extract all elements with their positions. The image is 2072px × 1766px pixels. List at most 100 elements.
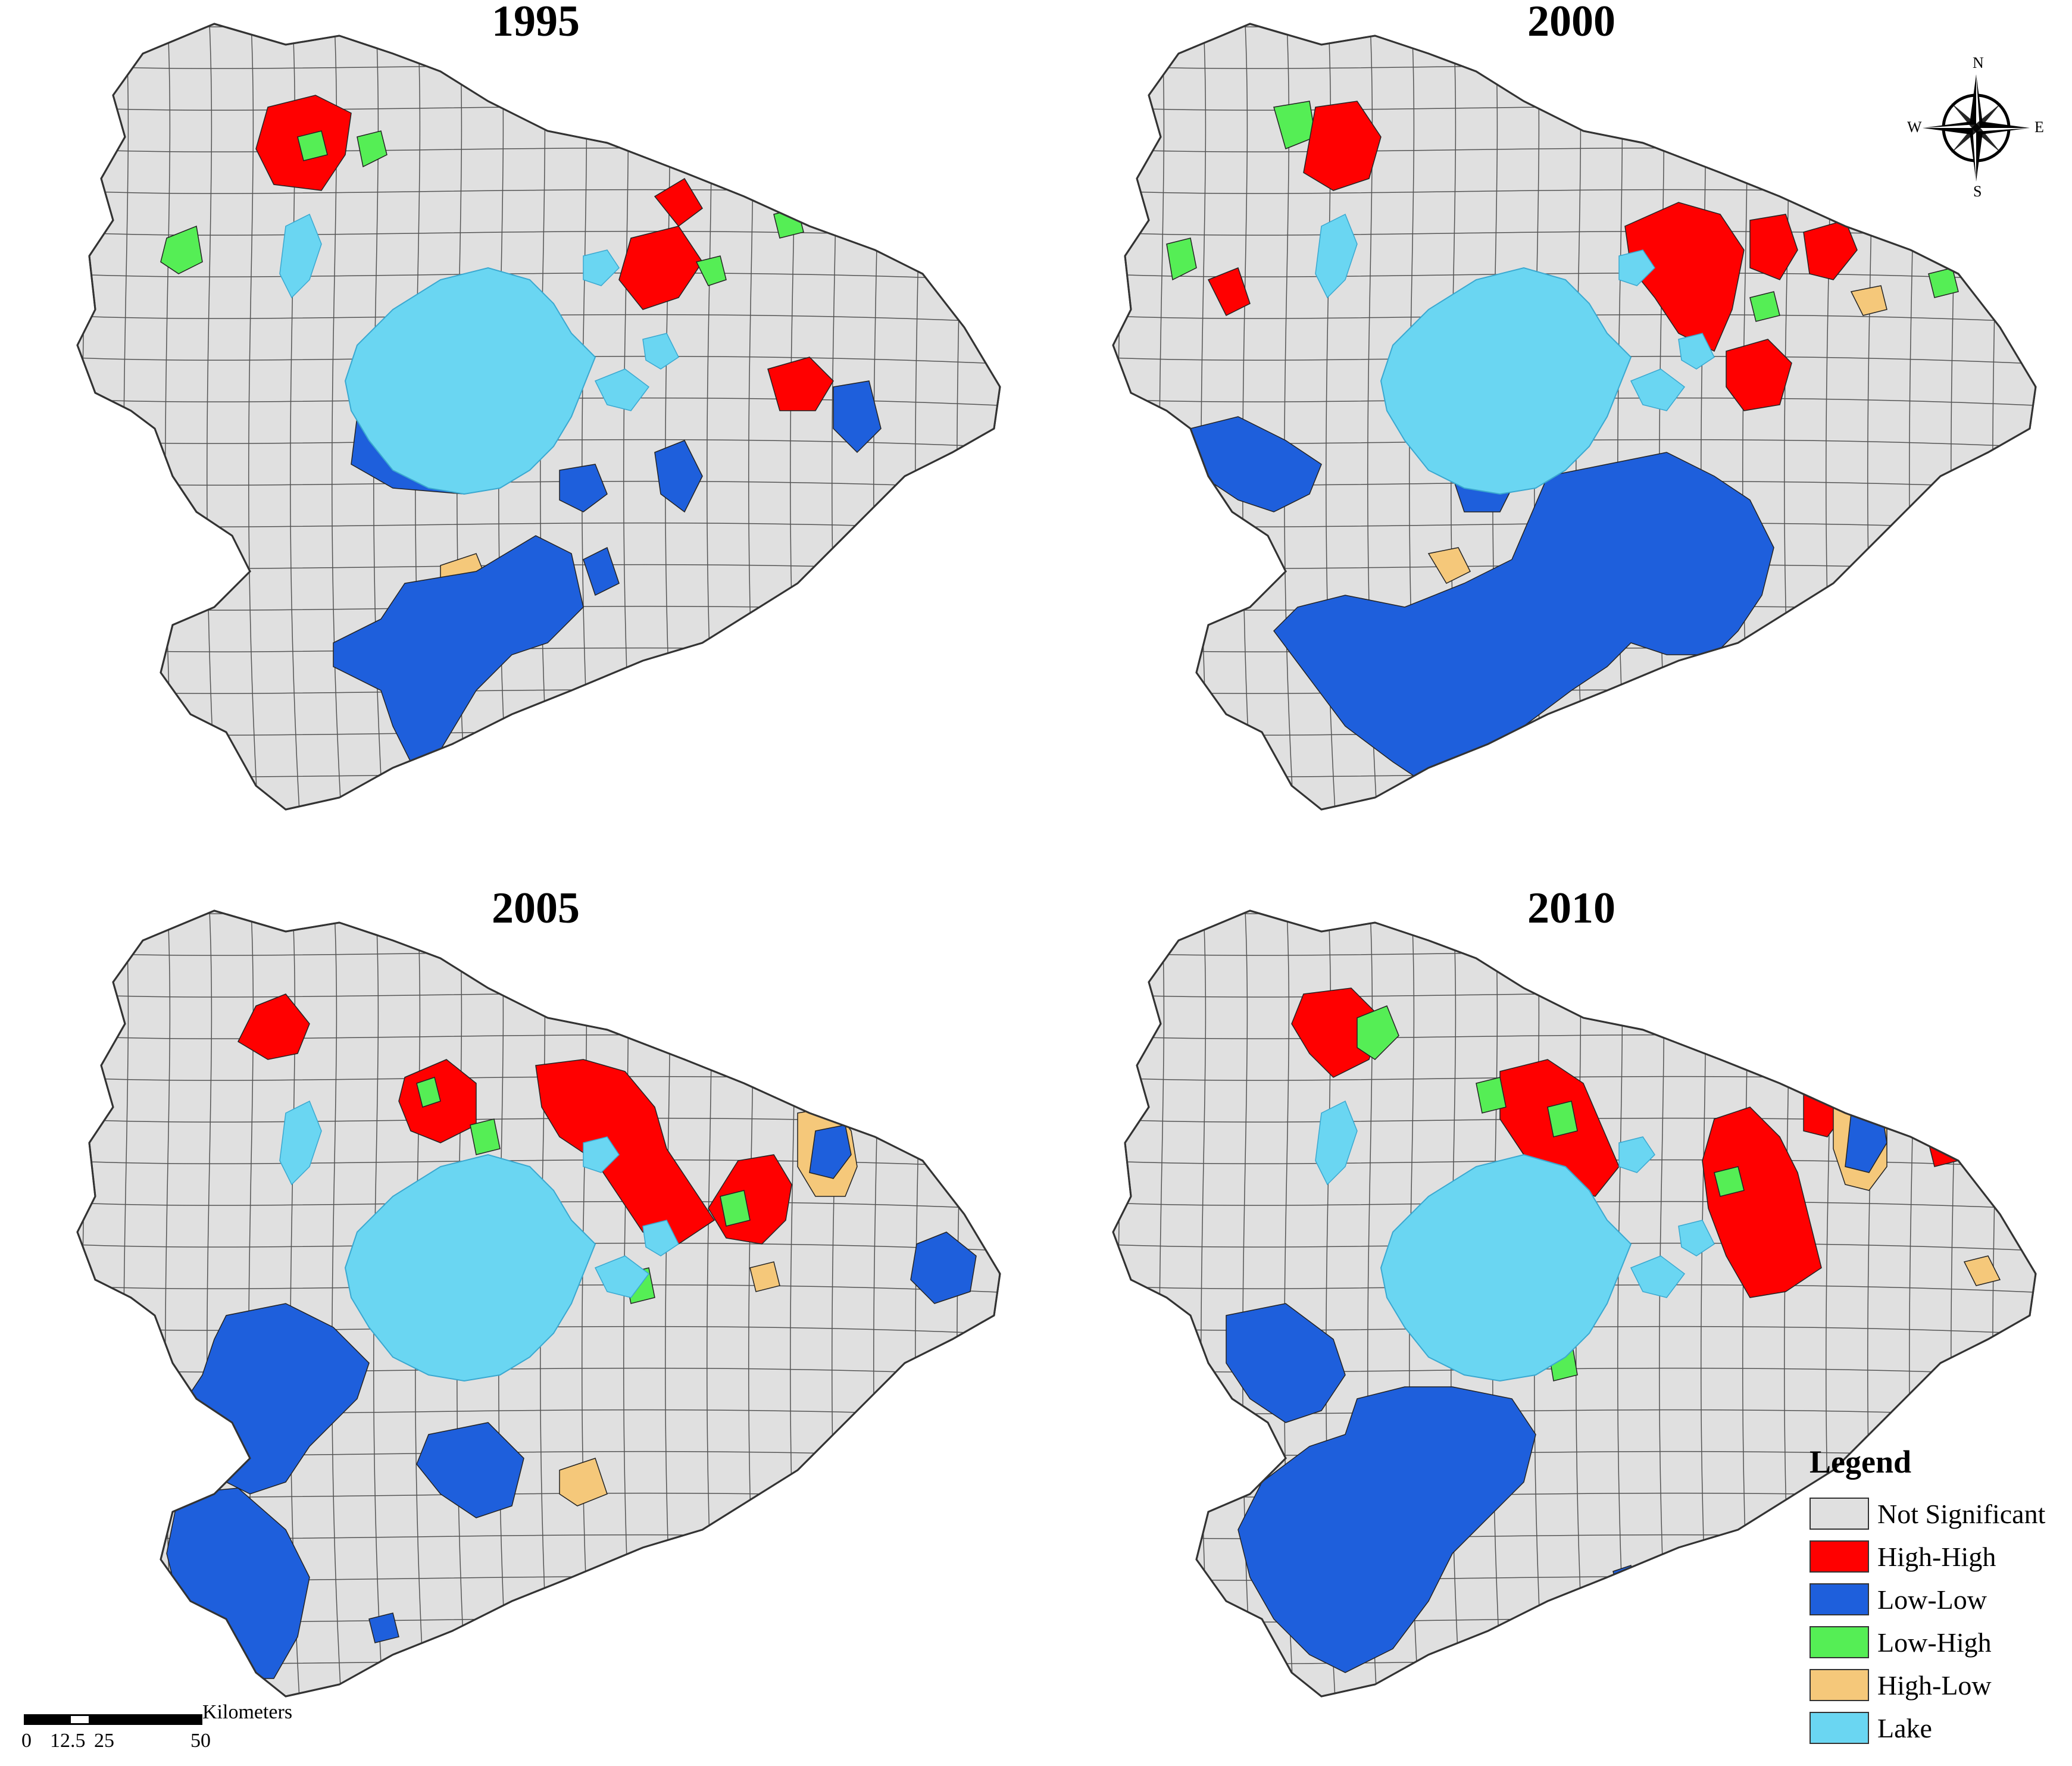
cluster-high-high xyxy=(237,993,310,1060)
cluster-low-low xyxy=(1273,452,1774,786)
boundary-line xyxy=(1242,24,1254,809)
boundary-line xyxy=(290,24,301,809)
legend-swatch xyxy=(1810,1712,1869,1744)
boundary-line xyxy=(1201,24,1212,809)
boundary-line xyxy=(77,730,1000,740)
legend-swatch xyxy=(1810,1626,1869,1658)
scale-unit: Kilometers xyxy=(202,1701,293,1723)
compass-w: W xyxy=(1907,118,1922,136)
boundary-line xyxy=(82,24,93,809)
cluster-low-high xyxy=(297,130,328,161)
cluster-low-low xyxy=(583,546,620,596)
map-svg xyxy=(60,23,1012,823)
boundary-line xyxy=(1095,815,2048,823)
legend-item: Low-Low xyxy=(1810,1578,2072,1621)
cluster-low-low xyxy=(559,464,608,512)
cluster-low-low xyxy=(910,1231,977,1304)
boundary-line xyxy=(1117,911,1129,1696)
lake-small xyxy=(642,333,679,370)
lake-small xyxy=(1315,213,1358,299)
cluster-low-low xyxy=(833,380,882,454)
cluster-high-low xyxy=(1963,1255,2001,1286)
cluster-high-high xyxy=(618,226,703,310)
cluster-low-low xyxy=(368,1612,399,1643)
cluster-low-high xyxy=(1928,267,1959,298)
lake-small xyxy=(594,368,650,411)
lake-small xyxy=(1678,1220,1715,1256)
cluster-low-high xyxy=(416,1077,441,1108)
lake-small xyxy=(279,1100,322,1186)
compass-e: E xyxy=(2035,118,2044,136)
boundary-line xyxy=(77,1617,1000,1627)
cluster-low-high xyxy=(160,225,203,274)
compass-s: S xyxy=(1973,183,1982,200)
compass-n: N xyxy=(1973,54,1984,71)
lake-main xyxy=(1380,267,1632,495)
boundary-line xyxy=(1284,24,1295,809)
boundary-line xyxy=(165,24,176,809)
legend-title: Legend xyxy=(1810,1444,1912,1480)
boundary-line xyxy=(1113,730,2036,740)
scale-tick: 25 xyxy=(94,1730,114,1752)
cluster-high-high xyxy=(1303,101,1382,191)
cluster-high-high xyxy=(1749,214,1798,280)
lake-small xyxy=(594,1255,650,1298)
scale-bar: Kilometers 0 12.5 25 50 xyxy=(21,1701,333,1761)
cluster-low-low xyxy=(654,440,703,513)
cluster-high-high xyxy=(1726,339,1792,411)
legend-item: Low-High xyxy=(1810,1621,2072,1664)
cluster-low-high xyxy=(1357,1005,1399,1060)
cluster-high-low xyxy=(559,1458,608,1506)
boundary-line xyxy=(60,815,1012,823)
legend-item: High-High xyxy=(1810,1535,2072,1578)
boundary-line xyxy=(82,911,93,1696)
map-svg xyxy=(1112,909,2037,1698)
legend: Legend Not Significant High-High Low-Low… xyxy=(1810,1443,2072,1766)
map-panel-2005: 2005 xyxy=(60,884,1012,1720)
cluster-low-high xyxy=(1476,1077,1507,1114)
lake-small xyxy=(1315,1100,1358,1186)
legend-swatch xyxy=(1810,1669,1869,1701)
legend-label: Low-High xyxy=(1877,1627,1992,1658)
boundary-line xyxy=(207,24,218,809)
cluster-low-high xyxy=(470,1118,501,1155)
legend-label: High-Low xyxy=(1877,1670,1992,1701)
cluster-high-high xyxy=(1702,1107,1822,1298)
boundary-line xyxy=(77,1659,1000,1668)
cluster-high-low xyxy=(1850,285,1887,316)
legend-label: High-High xyxy=(1877,1541,1996,1572)
legend-label: Low-Low xyxy=(1877,1584,1987,1615)
cluster-high-low xyxy=(749,1261,780,1292)
boundary-line xyxy=(248,24,260,809)
region-border xyxy=(76,23,1001,811)
legend-item: High-Low xyxy=(1810,1664,2072,1706)
boundary-line xyxy=(332,911,343,1696)
region-border xyxy=(1112,23,2037,811)
map-panel-2000: 2000 xyxy=(1095,0,2048,833)
boundary-line xyxy=(1117,24,1129,809)
cluster-low-high xyxy=(720,1190,751,1227)
scale-tick: 0 xyxy=(21,1730,32,1752)
map-panel-1995: 1995 xyxy=(60,0,1012,833)
cluster-low-low xyxy=(1226,1303,1346,1423)
boundary-line xyxy=(998,24,1000,809)
north-arrow-compass: N S W E xyxy=(1905,54,2048,200)
region-interior xyxy=(77,911,1000,1696)
cluster-high-high xyxy=(654,177,703,227)
cluster-high-high xyxy=(1928,1136,1959,1167)
legend-item: Not Significant xyxy=(1810,1492,2072,1535)
lake-small xyxy=(279,213,322,299)
scale-tick: 50 xyxy=(190,1730,211,1752)
cluster-low-high xyxy=(1749,291,1780,322)
lake-small xyxy=(1630,368,1686,411)
cluster-low-low xyxy=(809,1124,852,1179)
region-border xyxy=(1112,909,2037,1698)
cluster-high-high xyxy=(1207,267,1251,317)
boundary-line xyxy=(998,911,1000,1696)
lake-main xyxy=(344,1154,596,1382)
map-svg xyxy=(1095,23,2048,823)
region-border xyxy=(76,909,1001,1698)
panel-title: 1995 xyxy=(492,0,580,46)
lake-small xyxy=(1618,1136,1655,1173)
lake-small xyxy=(583,249,620,286)
